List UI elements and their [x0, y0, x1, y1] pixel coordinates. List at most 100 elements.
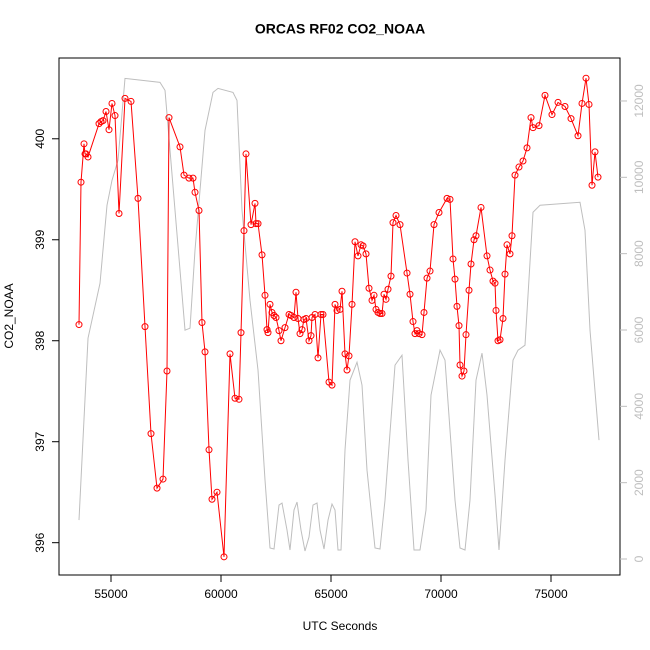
point [453, 302, 461, 310]
point [261, 291, 269, 299]
point [247, 221, 255, 229]
point [451, 275, 459, 283]
point [220, 553, 228, 561]
point [296, 330, 304, 338]
point [376, 309, 384, 317]
point [263, 326, 271, 334]
point [435, 208, 443, 216]
point [141, 323, 149, 331]
point [515, 163, 523, 171]
point [503, 241, 511, 249]
point [591, 148, 599, 156]
point [465, 286, 473, 294]
point [456, 361, 464, 369]
point [455, 322, 463, 330]
chart-title: ORCAS RF02 CO2_NOAA [255, 21, 425, 37]
point [213, 488, 221, 496]
point [275, 327, 283, 335]
point [409, 318, 417, 326]
point [418, 331, 426, 339]
point [251, 199, 259, 207]
point [582, 74, 590, 82]
point [588, 181, 596, 189]
point [242, 150, 250, 158]
point [341, 350, 349, 358]
y2-tick-label: 10000 [632, 160, 646, 194]
point [483, 252, 491, 260]
point [281, 324, 289, 332]
point [384, 285, 392, 293]
point [403, 269, 411, 277]
point [541, 91, 549, 99]
point [307, 332, 315, 340]
point [75, 321, 83, 329]
point [446, 195, 454, 203]
point [272, 314, 280, 322]
point [240, 227, 248, 235]
point [462, 331, 470, 339]
point [277, 337, 285, 345]
point [205, 446, 213, 454]
y-tick-label: 396 [33, 532, 47, 552]
point [333, 306, 341, 314]
point [472, 232, 480, 240]
y-tick-label: 397 [33, 431, 47, 451]
point [121, 94, 129, 102]
point [389, 219, 397, 227]
point [370, 291, 378, 299]
point [378, 309, 386, 317]
point [292, 288, 300, 296]
point [585, 100, 593, 108]
point [578, 99, 586, 107]
point [195, 206, 203, 214]
point [254, 220, 262, 228]
point [426, 267, 434, 275]
point [359, 242, 367, 250]
x-axis-label: UTC Seconds [303, 619, 378, 633]
point [159, 475, 167, 483]
point [77, 178, 85, 186]
point [362, 250, 370, 258]
point [470, 236, 478, 244]
point [489, 277, 497, 285]
point [496, 336, 504, 344]
point [163, 367, 171, 375]
point [147, 430, 155, 438]
series-line [78, 77, 600, 552]
plot-frame [58, 57, 621, 576]
point [460, 367, 468, 375]
y-tick-label: 400 [33, 128, 47, 148]
point [567, 115, 575, 123]
point [165, 114, 173, 122]
point [492, 306, 500, 314]
point [508, 232, 516, 240]
point [396, 221, 404, 229]
point [420, 308, 428, 316]
point [264, 329, 272, 337]
x-tick-label: 60000 [204, 587, 238, 601]
point [574, 132, 582, 140]
point [252, 220, 260, 228]
x-tick-label: 75000 [534, 587, 568, 601]
point [80, 140, 88, 148]
point [477, 203, 485, 211]
point [153, 484, 161, 492]
point [486, 266, 494, 274]
point [449, 255, 457, 263]
point [467, 260, 475, 268]
point [180, 171, 188, 179]
point [201, 348, 209, 356]
y2-tick-label: 6000 [632, 316, 646, 343]
point [499, 315, 507, 323]
point [594, 173, 602, 181]
point [348, 300, 356, 308]
point [491, 279, 499, 287]
x-tick-label: 65000 [314, 587, 348, 601]
point [84, 153, 92, 161]
point [336, 305, 344, 313]
point [99, 117, 107, 125]
point [108, 99, 116, 107]
point [382, 295, 390, 303]
point [430, 221, 438, 229]
